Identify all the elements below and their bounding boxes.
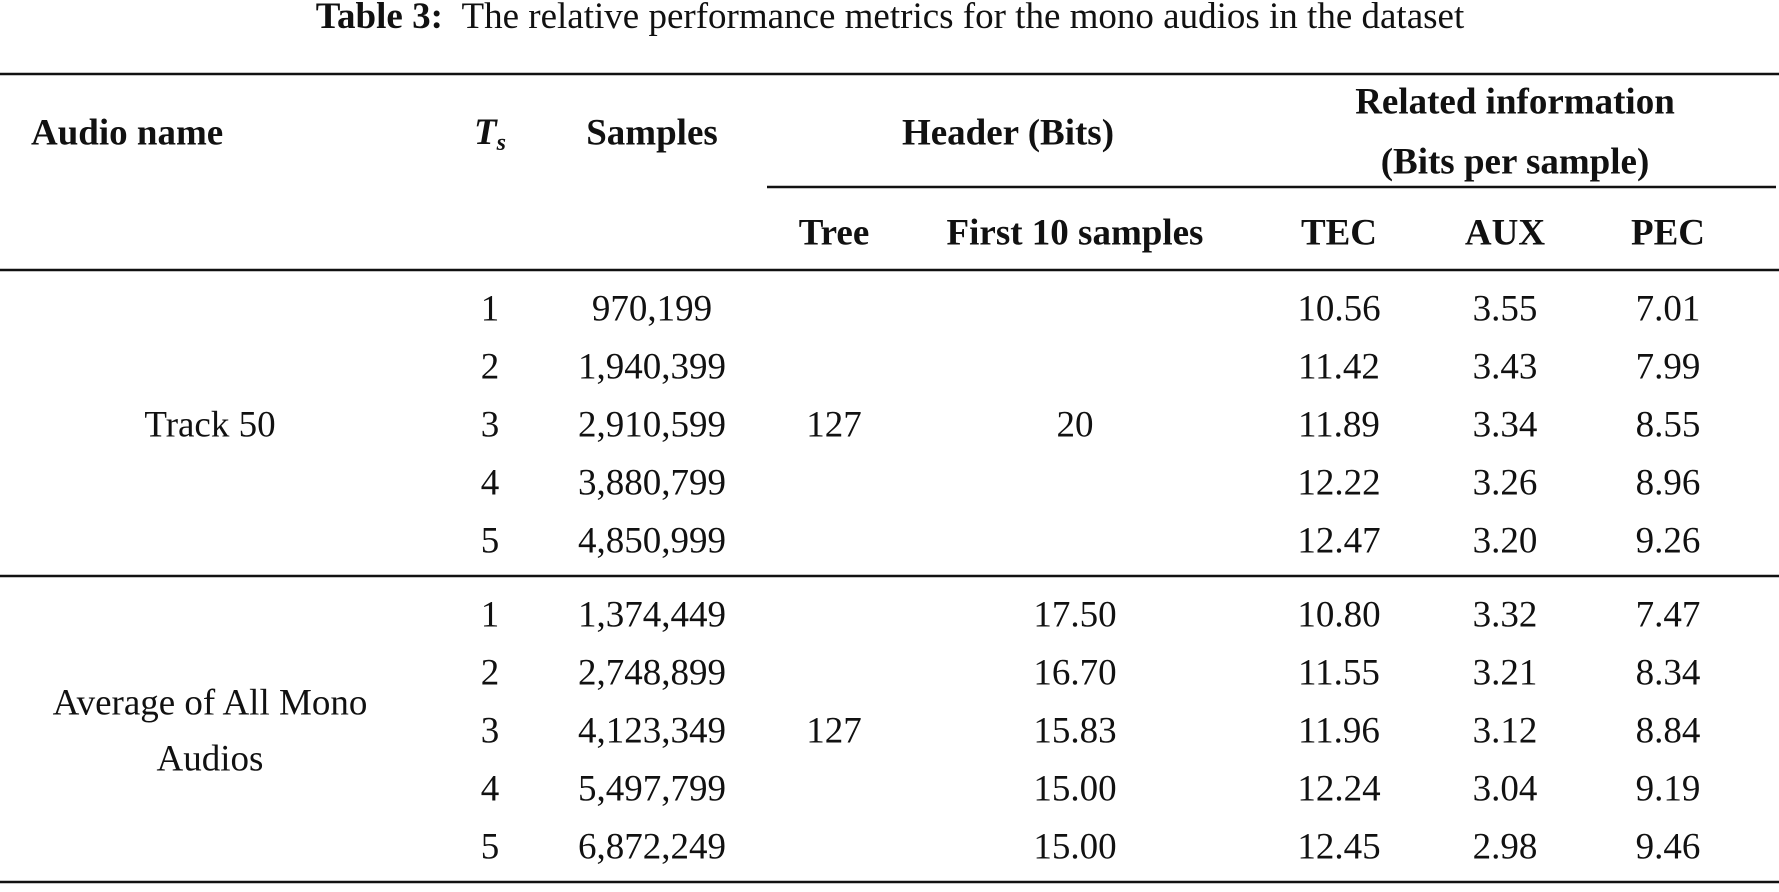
cell-aux: 3.21	[1473, 652, 1538, 693]
cell-samples: 2,910,599	[578, 404, 726, 445]
cell-tec: 10.56	[1297, 288, 1380, 329]
header-cell: AUX	[1465, 212, 1545, 253]
ts-subscript: s	[496, 130, 506, 156]
cell-samples: 6,872,249	[578, 826, 726, 867]
tree-cell: 127	[806, 404, 862, 445]
cell-ts: 4	[481, 768, 500, 809]
caption: Table 3: The relative performance metric…	[316, 0, 1465, 37]
cell-aux: 3.32	[1473, 594, 1538, 635]
caption-label: Table 3:	[316, 0, 443, 37]
cell-aux: 3.12	[1473, 710, 1538, 751]
header-cell: (Bits per sample)	[1381, 141, 1650, 182]
cell-ts: 1	[481, 288, 500, 329]
cell-pec: 8.96	[1636, 462, 1701, 503]
cell-first-10-samples: 15.00	[1033, 826, 1116, 867]
cell-pec: 8.84	[1636, 710, 1701, 751]
header-cell: TEC	[1301, 212, 1377, 253]
header-cell: Header (Bits)	[902, 112, 1114, 153]
cell-tec: 12.24	[1297, 768, 1380, 809]
tree-cell: 127	[806, 710, 862, 751]
cell-tec: 11.89	[1298, 404, 1380, 445]
cell-tec: 11.42	[1298, 346, 1380, 387]
cell-first-10-samples: 17.50	[1033, 594, 1116, 635]
header-cell: First 10 samples	[947, 212, 1204, 253]
cell-tec: 11.96	[1298, 710, 1380, 751]
group-name: Track 50	[144, 404, 275, 445]
cell-tec: 12.45	[1297, 826, 1380, 867]
cell-ts: 1	[481, 594, 500, 635]
cell-aux: 3.20	[1473, 520, 1538, 561]
cell-tec: 11.55	[1298, 652, 1380, 693]
cell-aux: 3.34	[1473, 404, 1538, 445]
cell-tec: 12.47	[1297, 520, 1380, 561]
cell-pec: 7.01	[1636, 288, 1701, 329]
cell-aux: 3.26	[1473, 462, 1538, 503]
cell-samples: 3,880,799	[578, 462, 726, 503]
cell-tec: 12.22	[1297, 462, 1380, 503]
cell-pec: 9.26	[1636, 520, 1701, 561]
cell-first-10-samples: 16.70	[1033, 652, 1116, 693]
cell-first-10-samples: 15.83	[1033, 710, 1116, 751]
cell-ts: 2	[481, 346, 500, 387]
cell-ts: 4	[481, 462, 500, 503]
header-cell: PEC	[1631, 212, 1705, 253]
cell-pec: 9.46	[1636, 826, 1701, 867]
cell-samples: 970,199	[592, 288, 712, 329]
cell-samples: 2,748,899	[578, 652, 726, 693]
header-cell: Audio name	[31, 112, 223, 153]
cell-pec: 7.47	[1636, 594, 1701, 635]
cell-pec: 9.19	[1636, 768, 1701, 809]
ts-symbol: T	[474, 112, 498, 153]
header-cell: Ts	[474, 112, 506, 155]
cell-pec: 7.99	[1636, 346, 1701, 387]
cell-samples: 5,497,799	[578, 768, 726, 809]
cell-pec: 8.34	[1636, 652, 1701, 693]
cell-aux: 3.43	[1473, 346, 1538, 387]
header-cell: Related information	[1355, 81, 1675, 122]
cell-samples: 1,374,449	[578, 594, 726, 635]
cell-pec: 8.55	[1636, 404, 1701, 445]
cell-ts: 3	[481, 404, 500, 445]
first10-cell: 20	[1057, 404, 1094, 445]
cell-tec: 10.80	[1297, 594, 1380, 635]
cell-ts: 2	[481, 652, 500, 693]
cell-aux: 2.98	[1473, 826, 1538, 867]
caption-text: The relative performance metrics for the…	[462, 0, 1465, 37]
cell-aux: 3.55	[1473, 288, 1538, 329]
cell-ts: 5	[481, 826, 500, 867]
cell-samples: 4,123,349	[578, 710, 726, 751]
cell-samples: 4,850,999	[578, 520, 726, 561]
cell-aux: 3.04	[1473, 768, 1538, 809]
header-cell: Tree	[799, 212, 870, 253]
cell-first-10-samples: 15.00	[1033, 768, 1116, 809]
cell-ts: 5	[481, 520, 500, 561]
cell-samples: 1,940,399	[578, 346, 726, 387]
group-name: Average of All Mono	[53, 682, 368, 723]
group-name: Audios	[157, 738, 264, 779]
cell-ts: 3	[481, 710, 500, 751]
header-cell: Samples	[586, 112, 718, 153]
